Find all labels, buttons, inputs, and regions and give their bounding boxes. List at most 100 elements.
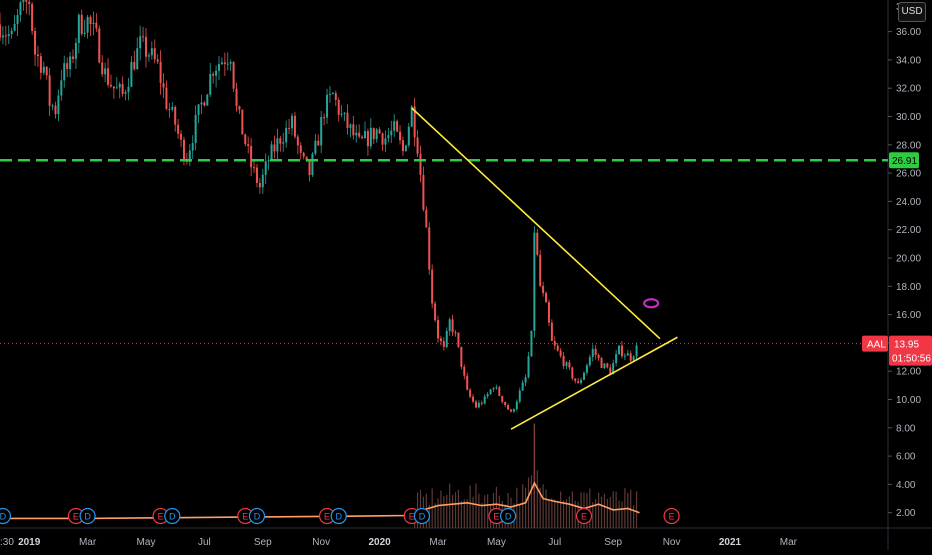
candle-body bbox=[19, 2, 22, 16]
candle-body bbox=[530, 330, 533, 357]
candle-body bbox=[416, 137, 419, 154]
candle-body bbox=[302, 152, 305, 157]
candle-body bbox=[474, 401, 477, 408]
candle-body bbox=[521, 382, 524, 391]
candle-body bbox=[410, 106, 413, 127]
candle-body bbox=[273, 144, 276, 152]
time-tick-label: May bbox=[137, 537, 156, 548]
price-tick-label: 10.00 bbox=[896, 395, 921, 406]
candle-body bbox=[241, 109, 244, 135]
candle-body bbox=[288, 127, 291, 129]
candle-body bbox=[136, 48, 139, 70]
candle-body bbox=[536, 232, 539, 255]
time-tick-label: 2021 bbox=[719, 537, 742, 548]
candle-body bbox=[565, 362, 568, 367]
time-tick-label: 2019 bbox=[18, 537, 41, 548]
candle-body bbox=[118, 83, 121, 88]
candle-body bbox=[150, 48, 153, 56]
dividend-event-icon bbox=[330, 507, 347, 525]
candle-body bbox=[171, 107, 174, 110]
candle-body bbox=[396, 121, 399, 132]
candle-body bbox=[159, 61, 162, 84]
candle-body bbox=[442, 341, 445, 347]
candle-body bbox=[512, 409, 515, 412]
candle-body bbox=[92, 22, 95, 25]
event-label: D bbox=[254, 512, 261, 522]
candle-body bbox=[162, 83, 165, 88]
candle-body bbox=[153, 48, 156, 60]
candle-body bbox=[51, 105, 54, 107]
candle-body bbox=[48, 75, 51, 106]
candle-body bbox=[145, 36, 147, 57]
candle-body bbox=[635, 345, 638, 357]
event-label: E bbox=[73, 512, 79, 522]
candle-body bbox=[69, 56, 72, 69]
trendline-descending-resistance bbox=[411, 107, 661, 340]
candles bbox=[0, 0, 638, 413]
candle-body bbox=[194, 114, 197, 144]
candle-body bbox=[63, 63, 66, 81]
candle-body bbox=[346, 112, 349, 128]
event-label: D bbox=[0, 512, 7, 522]
candle-body bbox=[533, 232, 536, 331]
candle-body bbox=[86, 16, 89, 33]
candle-body bbox=[121, 83, 124, 94]
candle-body bbox=[174, 107, 177, 125]
candle-body bbox=[626, 353, 629, 356]
candle-body bbox=[244, 134, 247, 145]
candle-body bbox=[34, 30, 37, 55]
candle-body bbox=[45, 66, 48, 76]
candle-body bbox=[7, 34, 10, 36]
event-label: E bbox=[493, 512, 499, 522]
candle-body bbox=[439, 338, 442, 342]
candle-body bbox=[66, 63, 69, 69]
candle-body bbox=[156, 59, 159, 62]
candle-body bbox=[623, 355, 626, 357]
candle-body bbox=[177, 124, 180, 134]
event-label: E bbox=[242, 512, 248, 522]
candle-body bbox=[42, 66, 45, 73]
candle-body bbox=[285, 127, 288, 143]
dividend-event-icon bbox=[413, 507, 431, 525]
candle-body bbox=[80, 14, 83, 35]
candle-body bbox=[618, 345, 621, 355]
event-label: E bbox=[409, 512, 415, 522]
candle-body bbox=[60, 80, 63, 96]
candle-body bbox=[334, 93, 337, 100]
time-tick-label: 2020 bbox=[368, 537, 391, 548]
candle-body bbox=[629, 353, 632, 361]
countdown-label: 01:50:56 bbox=[892, 354, 931, 365]
candle-body bbox=[585, 365, 588, 373]
candle-body bbox=[112, 86, 115, 89]
candle-body bbox=[276, 138, 279, 152]
candle-body bbox=[597, 355, 600, 359]
event-label: D bbox=[335, 512, 342, 522]
candle-body bbox=[591, 348, 594, 358]
candle-body bbox=[250, 146, 253, 168]
currency-button[interactable]: USD bbox=[898, 2, 926, 22]
candle-body bbox=[57, 95, 60, 115]
candle-body bbox=[317, 140, 320, 146]
time-tick-label: Jul bbox=[198, 537, 211, 548]
candle-body bbox=[305, 156, 308, 161]
candle-body bbox=[147, 55, 150, 57]
candle-body bbox=[632, 356, 635, 361]
candle-body bbox=[4, 35, 7, 37]
price-tick-label: 16.00 bbox=[896, 310, 921, 321]
price-tick-label: 12.00 bbox=[896, 367, 921, 378]
candle-body bbox=[480, 402, 483, 404]
candle-body bbox=[588, 357, 591, 366]
price-tick-label: 36.00 bbox=[896, 27, 921, 38]
candle-body bbox=[10, 30, 13, 35]
candle-body bbox=[255, 167, 258, 183]
candle-body bbox=[448, 319, 451, 331]
candle-body bbox=[293, 115, 296, 137]
candle-body bbox=[168, 108, 171, 110]
last-price-badge bbox=[889, 335, 932, 366]
candle-body bbox=[311, 153, 314, 175]
symbol-label: AAL bbox=[867, 340, 886, 351]
candle-body bbox=[401, 140, 404, 152]
candle-body bbox=[323, 117, 326, 119]
